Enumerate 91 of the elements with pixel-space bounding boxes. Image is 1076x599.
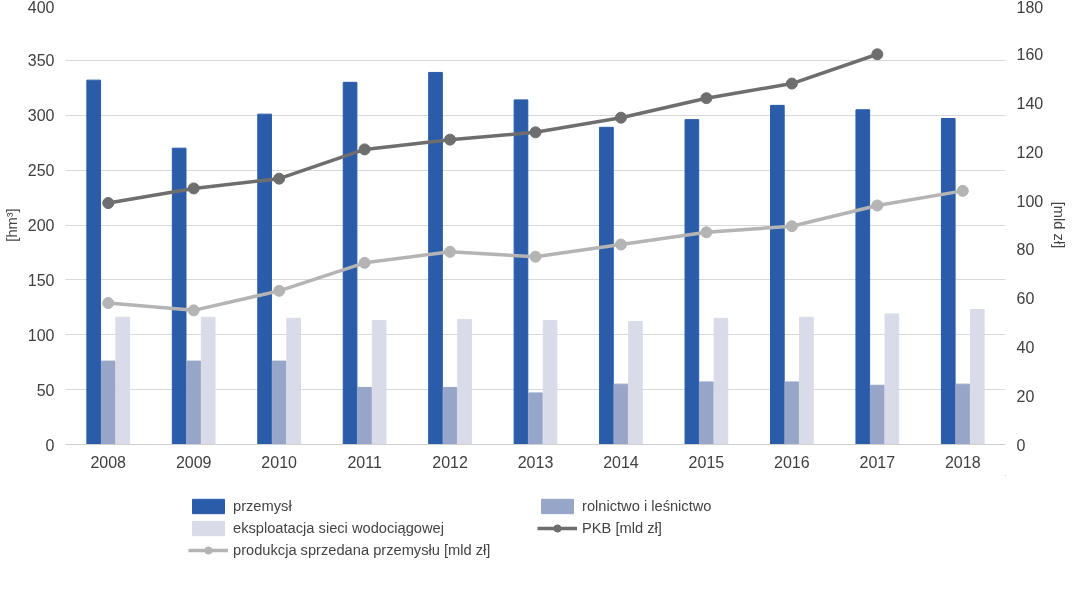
point bbox=[700, 226, 713, 239]
y-tick-label: 350 bbox=[27, 52, 55, 70]
bar bbox=[713, 317, 729, 445]
bar bbox=[599, 126, 614, 445]
bar bbox=[513, 99, 529, 445]
bar bbox=[528, 392, 543, 445]
point bbox=[358, 256, 371, 269]
point bbox=[273, 172, 286, 185]
legend-label: rolnictwo i leśnictwo bbox=[582, 496, 713, 515]
point bbox=[614, 111, 627, 124]
bar bbox=[357, 386, 372, 445]
point bbox=[529, 126, 542, 139]
x-tick-label: 2012 bbox=[432, 453, 468, 471]
point bbox=[187, 304, 200, 317]
x-tick-label: 2008 bbox=[90, 453, 127, 471]
legend-label: przemysł bbox=[233, 496, 293, 515]
bar bbox=[100, 360, 116, 445]
point bbox=[444, 245, 457, 258]
point bbox=[785, 77, 798, 90]
x-tick-label: 2018 bbox=[944, 453, 981, 471]
point bbox=[871, 199, 884, 212]
bar bbox=[186, 360, 202, 445]
bar bbox=[613, 383, 629, 445]
point bbox=[273, 284, 286, 297]
y2-tick-label: 20 bbox=[1016, 387, 1035, 405]
point bbox=[102, 297, 115, 310]
y-tick-label: 0 bbox=[45, 436, 55, 454]
bar bbox=[684, 119, 700, 445]
bar bbox=[371, 319, 387, 445]
y2-tick-label: 0 bbox=[1016, 436, 1026, 454]
x-tick-label: 2017 bbox=[859, 453, 896, 471]
bar bbox=[969, 309, 985, 445]
y2-tick-label: 60 bbox=[1016, 290, 1035, 308]
bar bbox=[784, 381, 800, 445]
y2-tick-label: 120 bbox=[1016, 143, 1044, 161]
point bbox=[187, 182, 200, 195]
bar bbox=[115, 316, 131, 445]
y2-tick-label: 100 bbox=[1016, 192, 1044, 210]
point bbox=[956, 184, 969, 197]
x-tick-label: 2015 bbox=[688, 453, 725, 471]
y2-tick-label: 40 bbox=[1016, 338, 1035, 356]
bar bbox=[542, 319, 558, 445]
bar bbox=[257, 113, 272, 445]
x-tick-label: 2016 bbox=[774, 453, 810, 471]
bar bbox=[457, 318, 472, 445]
bar bbox=[442, 386, 458, 445]
legend-label: PKB [mld zł] bbox=[582, 518, 663, 537]
point bbox=[871, 48, 884, 61]
legend-label: eksploatacja sieci wodociągowej bbox=[233, 518, 445, 537]
y-tick-label: 50 bbox=[36, 381, 55, 399]
bar bbox=[869, 384, 885, 445]
x-tick-label: 2011 bbox=[347, 453, 382, 471]
x-tick-label: 2013 bbox=[517, 453, 554, 471]
y2-tick-label: 160 bbox=[1016, 46, 1044, 64]
y-tick-label: 100 bbox=[27, 326, 55, 344]
point bbox=[102, 197, 115, 210]
point bbox=[444, 133, 457, 146]
y-axis-title: [hm³] bbox=[3, 208, 20, 242]
bar bbox=[855, 109, 871, 445]
y-tick-label: 150 bbox=[27, 271, 55, 289]
bar bbox=[699, 381, 714, 445]
bar bbox=[342, 81, 358, 445]
y-tick-label: 250 bbox=[27, 162, 55, 180]
bar bbox=[286, 317, 301, 445]
bar bbox=[799, 316, 814, 445]
y-tick-label: 400 bbox=[27, 0, 55, 16]
y-tick-label: 200 bbox=[27, 217, 55, 234]
bar bbox=[428, 71, 443, 445]
y2-tick-label: 80 bbox=[1016, 241, 1035, 259]
bar bbox=[770, 104, 785, 445]
y2-axis-title: [mld zł] bbox=[1051, 201, 1068, 249]
bar bbox=[884, 313, 900, 445]
bar bbox=[171, 147, 187, 445]
bar bbox=[86, 79, 102, 445]
bar bbox=[940, 118, 956, 445]
point bbox=[529, 250, 542, 263]
point bbox=[614, 238, 627, 251]
y2-tick-label: 140 bbox=[1016, 95, 1044, 113]
point bbox=[700, 92, 713, 105]
bar bbox=[955, 383, 971, 445]
bar bbox=[628, 321, 643, 445]
point bbox=[785, 220, 798, 233]
y2-tick-label: 180 bbox=[1016, 0, 1044, 16]
x-tick-label: 2014 bbox=[603, 453, 639, 471]
x-tick-label: 2010 bbox=[261, 453, 298, 471]
point bbox=[358, 143, 371, 156]
x-tick-label: 2009 bbox=[175, 453, 212, 471]
y-tick-label: 300 bbox=[27, 107, 55, 125]
legend-label: produkcja sprzedana przemysłu [mld zł] bbox=[233, 540, 492, 559]
bar bbox=[200, 316, 216, 445]
bar bbox=[271, 360, 287, 445]
